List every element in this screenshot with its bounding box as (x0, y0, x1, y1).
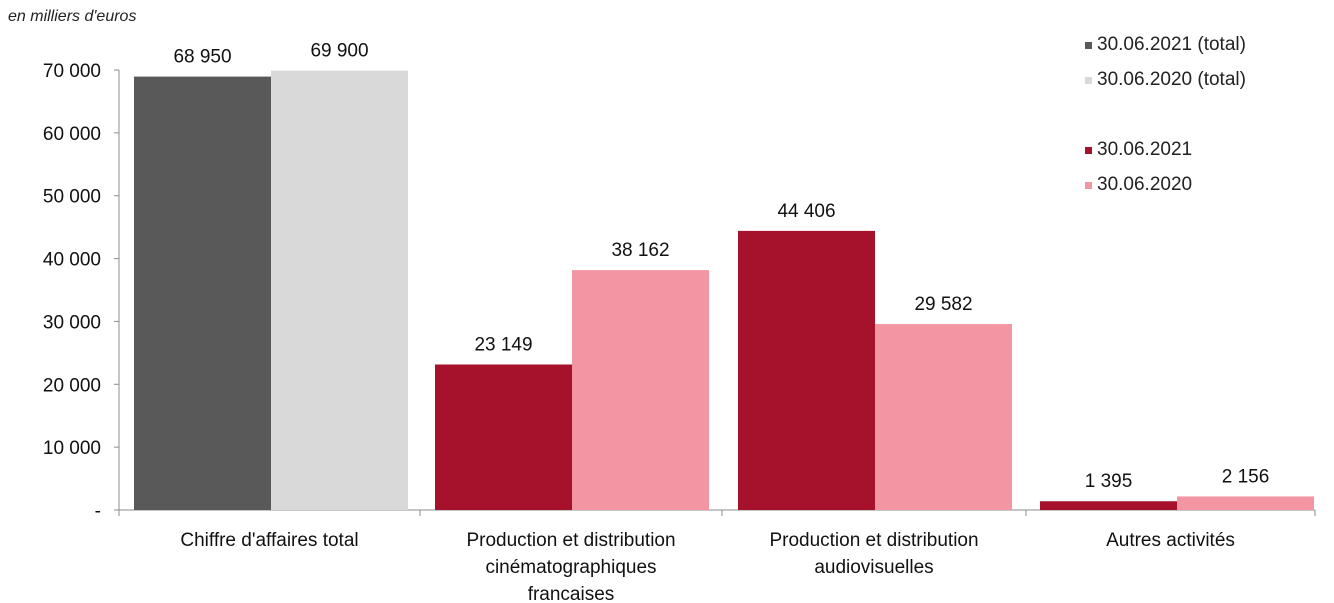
bar-0-1 (271, 70, 408, 510)
unit-label: en milliers d'euros (8, 8, 137, 25)
bar-3-1 (1177, 496, 1314, 510)
x-category-label: Chiffre d'affaires total (180, 530, 358, 551)
legend-entry: 30.06.2021 (total) (1097, 34, 1246, 55)
data-label: 69 900 (310, 41, 368, 62)
data-label: 23 149 (474, 334, 532, 355)
y-tick-label: - (95, 501, 101, 522)
bar-3-0 (1040, 501, 1177, 510)
y-tick-label: 70 000 (43, 61, 101, 82)
bar-0-0 (134, 76, 271, 510)
y-tick-label: 50 000 (43, 187, 101, 208)
data-label: 2 156 (1222, 466, 1270, 487)
x-category-label: francaises (528, 584, 615, 603)
legend-swatch (1085, 42, 1092, 49)
data-label: 29 582 (914, 294, 972, 315)
data-label: 68 950 (173, 47, 231, 68)
bar-2-0 (738, 230, 875, 510)
x-category-label: Production et distribution (769, 530, 978, 551)
y-tick-label: 30 000 (43, 312, 101, 333)
data-label: 1 395 (1085, 471, 1133, 492)
data-label: 44 406 (777, 201, 835, 222)
x-category-label: cinématographiques (485, 557, 656, 578)
x-category-label: audiovisuelles (814, 557, 933, 578)
legend-entry: 30.06.2020 (1097, 174, 1192, 195)
legend-swatch (1085, 77, 1092, 84)
data-label: 38 162 (611, 240, 669, 261)
legend-swatch (1085, 147, 1092, 154)
bar-1-0 (435, 364, 572, 510)
y-tick-label: 60 000 (43, 124, 101, 145)
y-tick-label: 20 000 (43, 375, 101, 396)
bar-1-1 (572, 270, 709, 510)
legend-entry: 30.06.2021 (1097, 139, 1192, 160)
x-category-label: Autres activités (1106, 530, 1235, 551)
x-category-label: Production et distribution (466, 530, 675, 551)
y-tick-label: 40 000 (43, 250, 101, 271)
legend-swatch (1085, 182, 1092, 189)
y-tick-label: 10 000 (43, 438, 101, 459)
legend-entry: 30.06.2020 (total) (1097, 69, 1246, 90)
bar-2-1 (875, 324, 1012, 510)
